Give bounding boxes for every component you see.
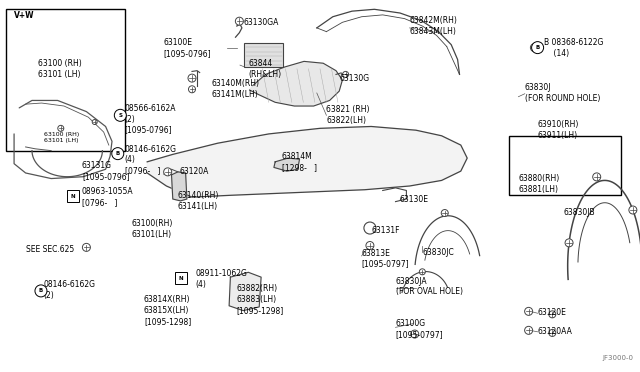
Text: 63830J
(FOR ROUND HOLE): 63830J (FOR ROUND HOLE)	[525, 83, 600, 103]
Text: JF3000-0: JF3000-0	[603, 355, 634, 361]
Text: 63130GA: 63130GA	[243, 18, 278, 27]
Bar	[175, 272, 187, 284]
Text: 63140M(RH)
63141M(LH): 63140M(RH) 63141M(LH)	[211, 79, 259, 99]
Circle shape	[532, 42, 543, 54]
Circle shape	[342, 71, 349, 77]
Circle shape	[565, 239, 573, 247]
Text: 63131G
[1095-0796]: 63131G [1095-0796]	[82, 161, 129, 181]
Circle shape	[115, 109, 126, 121]
Polygon shape	[250, 61, 342, 106]
Circle shape	[112, 148, 124, 160]
Text: 63100E
[1095-0796]: 63100E [1095-0796]	[163, 38, 211, 58]
Text: B: B	[39, 288, 43, 294]
Text: 63100G
[1095-0797]: 63100G [1095-0797]	[396, 319, 443, 339]
Circle shape	[531, 44, 538, 52]
Text: N: N	[179, 276, 184, 281]
Text: 63842M(RH)
63843M(LH): 63842M(RH) 63843M(LH)	[410, 16, 458, 36]
Text: V+W: V+W	[14, 11, 35, 20]
Text: B: B	[536, 45, 540, 50]
Text: B 08368-6122G
    (14): B 08368-6122G (14)	[544, 38, 604, 58]
Text: 63882(RH)
63883(LH)
[1095-1298]: 63882(RH) 63883(LH) [1095-1298]	[237, 284, 284, 315]
Text: 63100(RH)
63101(LH): 63100(RH) 63101(LH)	[131, 219, 173, 239]
Circle shape	[189, 86, 195, 93]
Text: 63814M
[1298-   ]: 63814M [1298- ]	[282, 152, 317, 172]
Polygon shape	[229, 272, 261, 311]
Bar	[6, 9, 125, 151]
Text: 08566-6162A
(2)
[1095-0796]: 08566-6162A (2) [1095-0796]	[125, 104, 176, 134]
Circle shape	[92, 119, 97, 125]
Text: 63140(RH)
63141(LH): 63140(RH) 63141(LH)	[178, 191, 220, 211]
Text: 08146-6162G
(4)
[0796-   ]: 08146-6162G (4) [0796- ]	[125, 145, 177, 175]
Text: 63120AA: 63120AA	[538, 327, 572, 336]
Text: N: N	[70, 193, 76, 199]
Circle shape	[188, 74, 196, 82]
Text: SEE SEC.625: SEE SEC.625	[26, 245, 74, 254]
Circle shape	[549, 311, 556, 318]
Bar	[244, 43, 283, 67]
Text: 08911-1062G
(4): 08911-1062G (4)	[195, 269, 247, 289]
Bar	[67, 190, 79, 202]
Text: 63100 (RH)
63101 (LH): 63100 (RH) 63101 (LH)	[44, 132, 79, 143]
Text: 63821 (RH)
63822(LH): 63821 (RH) 63822(LH)	[326, 105, 370, 125]
Circle shape	[525, 307, 532, 315]
Text: 63100 (RH)
63101 (LH): 63100 (RH) 63101 (LH)	[38, 59, 82, 79]
Circle shape	[83, 243, 90, 251]
Circle shape	[419, 269, 426, 275]
Circle shape	[411, 330, 419, 338]
Circle shape	[236, 17, 243, 25]
Circle shape	[629, 206, 637, 214]
Text: 63844
(RH&LH): 63844 (RH&LH)	[248, 59, 282, 79]
Circle shape	[35, 285, 47, 297]
Circle shape	[593, 173, 601, 181]
Polygon shape	[172, 172, 187, 201]
Polygon shape	[274, 158, 300, 171]
Text: 63120E: 63120E	[538, 308, 566, 317]
Circle shape	[58, 125, 64, 131]
Text: 63130G: 63130G	[339, 74, 369, 83]
Circle shape	[441, 209, 448, 217]
Text: 63120A: 63120A	[179, 167, 209, 176]
Text: S: S	[118, 113, 122, 118]
Text: 63910(RH)
63911(LH): 63910(RH) 63911(LH)	[538, 120, 579, 140]
Polygon shape	[147, 126, 467, 197]
Bar	[509, 136, 621, 195]
Text: 63880(RH)
63881(LH): 63880(RH) 63881(LH)	[518, 174, 559, 194]
Circle shape	[366, 241, 374, 250]
Circle shape	[525, 326, 532, 334]
Circle shape	[164, 168, 172, 176]
Text: 63130E: 63130E	[400, 195, 429, 203]
Circle shape	[549, 330, 556, 336]
Text: 63830JC: 63830JC	[422, 248, 454, 257]
Text: B: B	[116, 151, 120, 156]
Text: 08963-1055A
[0796-   ]: 08963-1055A [0796- ]	[82, 187, 134, 207]
Text: 08146-6162G
(2): 08146-6162G (2)	[44, 280, 95, 300]
Text: 63830JB: 63830JB	[563, 208, 595, 217]
Text: 63813E
[1095-0797]: 63813E [1095-0797]	[362, 248, 409, 269]
Text: 63830JA
(FOR OVAL HOLE): 63830JA (FOR OVAL HOLE)	[396, 276, 463, 296]
Circle shape	[364, 222, 376, 234]
Text: 63131F: 63131F	[371, 226, 400, 235]
Text: 63814X(RH)
63815X(LH)
[1095-1298]: 63814X(RH) 63815X(LH) [1095-1298]	[144, 295, 191, 326]
